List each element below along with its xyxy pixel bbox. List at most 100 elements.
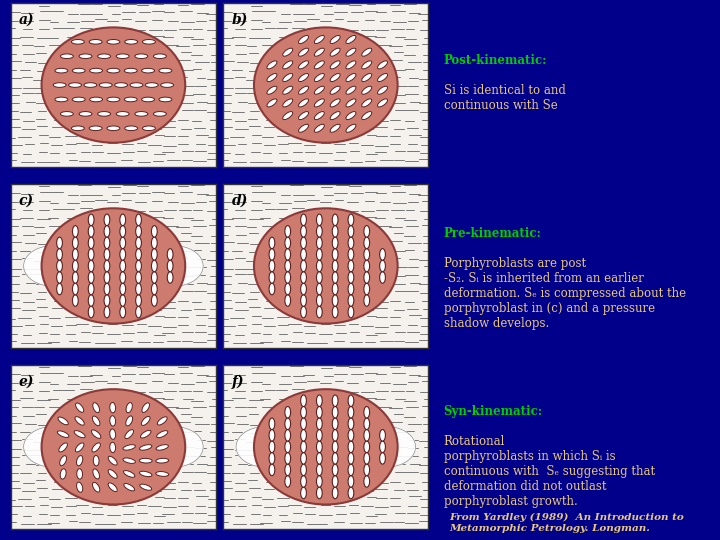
Ellipse shape <box>301 284 307 295</box>
Ellipse shape <box>364 295 369 306</box>
Ellipse shape <box>159 69 172 73</box>
Ellipse shape <box>283 48 293 56</box>
Ellipse shape <box>317 441 323 453</box>
Ellipse shape <box>361 48 372 56</box>
Ellipse shape <box>285 248 291 260</box>
Ellipse shape <box>301 407 307 418</box>
Ellipse shape <box>285 464 291 476</box>
Text: c): c) <box>19 193 34 207</box>
Ellipse shape <box>135 284 141 295</box>
Ellipse shape <box>57 248 63 260</box>
Ellipse shape <box>364 464 369 476</box>
Polygon shape <box>378 427 415 467</box>
Ellipse shape <box>364 248 369 260</box>
Ellipse shape <box>125 430 133 438</box>
Ellipse shape <box>348 487 354 499</box>
Ellipse shape <box>346 48 356 56</box>
Ellipse shape <box>60 112 73 116</box>
Text: b): b) <box>231 12 248 26</box>
Ellipse shape <box>348 453 354 464</box>
Ellipse shape <box>116 54 129 58</box>
Ellipse shape <box>135 306 141 318</box>
Ellipse shape <box>361 112 372 120</box>
Ellipse shape <box>348 418 354 429</box>
Ellipse shape <box>285 272 291 284</box>
Ellipse shape <box>315 61 324 69</box>
Ellipse shape <box>346 61 356 69</box>
Ellipse shape <box>71 39 84 44</box>
Ellipse shape <box>108 483 117 491</box>
Ellipse shape <box>330 61 340 69</box>
Circle shape <box>42 389 185 504</box>
Ellipse shape <box>348 248 354 260</box>
Ellipse shape <box>135 248 141 260</box>
Ellipse shape <box>301 306 307 318</box>
Ellipse shape <box>301 260 307 272</box>
Ellipse shape <box>332 407 338 418</box>
Ellipse shape <box>364 453 369 464</box>
Ellipse shape <box>124 483 135 491</box>
Ellipse shape <box>364 260 369 272</box>
Ellipse shape <box>89 295 94 306</box>
Ellipse shape <box>330 124 340 132</box>
Ellipse shape <box>317 476 323 487</box>
Ellipse shape <box>126 402 132 413</box>
Ellipse shape <box>120 226 125 237</box>
Ellipse shape <box>120 284 125 295</box>
Ellipse shape <box>299 86 309 94</box>
Ellipse shape <box>143 126 156 131</box>
Ellipse shape <box>315 86 324 94</box>
Ellipse shape <box>156 444 168 450</box>
Ellipse shape <box>59 443 68 452</box>
Ellipse shape <box>104 260 110 272</box>
Ellipse shape <box>269 429 275 441</box>
Ellipse shape <box>285 429 291 441</box>
Ellipse shape <box>379 429 385 441</box>
Ellipse shape <box>377 86 387 94</box>
Ellipse shape <box>135 226 141 237</box>
Ellipse shape <box>269 441 275 453</box>
Ellipse shape <box>346 73 356 82</box>
Ellipse shape <box>76 482 83 492</box>
Ellipse shape <box>73 284 78 295</box>
Ellipse shape <box>269 272 275 284</box>
Ellipse shape <box>68 83 81 87</box>
Ellipse shape <box>55 69 68 73</box>
Circle shape <box>42 28 185 143</box>
Ellipse shape <box>120 272 125 284</box>
Ellipse shape <box>285 407 291 418</box>
Ellipse shape <box>301 226 307 237</box>
Ellipse shape <box>125 69 138 73</box>
Ellipse shape <box>93 403 99 413</box>
Ellipse shape <box>89 69 102 73</box>
Ellipse shape <box>332 306 338 318</box>
Ellipse shape <box>109 416 116 426</box>
Ellipse shape <box>135 260 141 272</box>
Ellipse shape <box>301 418 307 429</box>
Ellipse shape <box>89 214 94 226</box>
Ellipse shape <box>301 453 307 464</box>
Ellipse shape <box>364 441 369 453</box>
Ellipse shape <box>317 464 323 476</box>
Ellipse shape <box>89 306 94 318</box>
Circle shape <box>42 208 185 323</box>
Ellipse shape <box>332 214 338 226</box>
Ellipse shape <box>267 61 277 69</box>
Ellipse shape <box>84 83 97 87</box>
Ellipse shape <box>60 469 66 479</box>
Ellipse shape <box>364 476 369 487</box>
Ellipse shape <box>104 284 110 295</box>
Ellipse shape <box>120 260 125 272</box>
Ellipse shape <box>93 469 99 479</box>
Ellipse shape <box>332 429 338 441</box>
Ellipse shape <box>104 237 110 248</box>
Ellipse shape <box>107 39 120 44</box>
Ellipse shape <box>109 402 116 413</box>
Ellipse shape <box>120 214 125 226</box>
Ellipse shape <box>98 112 111 116</box>
Ellipse shape <box>151 284 157 295</box>
Ellipse shape <box>153 54 166 58</box>
Ellipse shape <box>364 272 369 284</box>
Ellipse shape <box>301 464 307 476</box>
Ellipse shape <box>361 73 372 82</box>
